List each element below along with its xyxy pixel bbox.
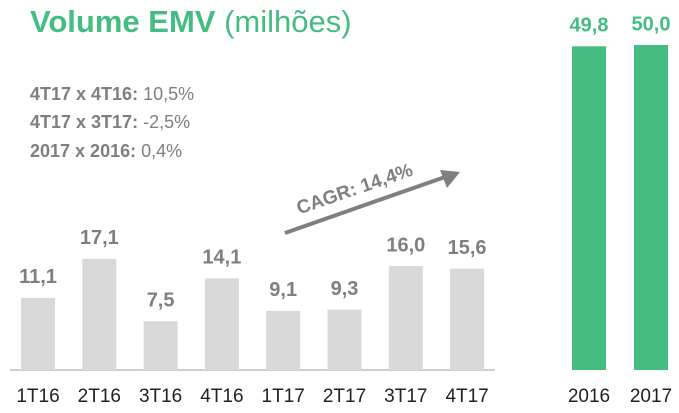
bar xyxy=(327,309,362,370)
data-label: 49,8 xyxy=(570,15,609,37)
x-tick-label: 2T16 xyxy=(78,386,121,407)
bar xyxy=(450,268,485,370)
bar xyxy=(388,266,423,370)
x-tick-label: 1T17 xyxy=(262,386,305,407)
chart-title: Volume EMV xyxy=(30,4,216,39)
chart-subtitle: (milhões) xyxy=(224,4,351,39)
bar xyxy=(82,258,117,370)
x-tick-label: 4T17 xyxy=(445,386,488,407)
annotation-value: 0,4% xyxy=(141,141,182,161)
trend-arrow-head xyxy=(440,170,460,188)
data-label: 17,1 xyxy=(80,227,119,249)
x-tick-label: 4T16 xyxy=(200,386,243,407)
data-label: 7,5 xyxy=(147,290,175,312)
bar xyxy=(143,321,178,370)
data-label: 15,6 xyxy=(448,237,487,259)
trend-arrow xyxy=(284,175,446,235)
annotation: 2017 x 2016: 0,4% xyxy=(30,141,182,161)
data-label: 14,1 xyxy=(202,247,241,269)
bar xyxy=(634,45,668,370)
annotation: 4T17 x 3T17: -2,5% xyxy=(30,112,190,132)
x-tick-label: 3T17 xyxy=(384,386,427,407)
x-tick-label: 1T16 xyxy=(16,386,59,407)
bar xyxy=(21,297,55,370)
bar xyxy=(572,46,606,371)
data-label: 9,1 xyxy=(269,279,297,301)
data-label: 50,0 xyxy=(632,13,671,35)
x-tick-label: 2T17 xyxy=(323,386,366,407)
x-tick-label: 2017 xyxy=(630,386,672,407)
x-tick-label: 2016 xyxy=(568,386,610,407)
annotation-value: -2,5% xyxy=(143,112,190,132)
bar xyxy=(266,310,301,370)
annotation: 4T17 x 4T16: 10,5% xyxy=(30,84,194,104)
annotation-label: 2017 x 2016: xyxy=(30,141,136,161)
annotation-label: 4T17 x 3T17: xyxy=(30,112,138,132)
chart-title-group: Volume EMV (milhões) xyxy=(30,4,352,39)
data-label: 16,0 xyxy=(386,234,425,256)
data-label: 9,3 xyxy=(331,278,359,300)
annotation-label: 4T17 x 4T16: xyxy=(30,84,138,104)
annotation-value: 10,5% xyxy=(143,84,194,104)
x-tick-label: 3T16 xyxy=(139,386,182,407)
bar xyxy=(204,278,239,370)
data-label: 11,1 xyxy=(19,266,57,288)
